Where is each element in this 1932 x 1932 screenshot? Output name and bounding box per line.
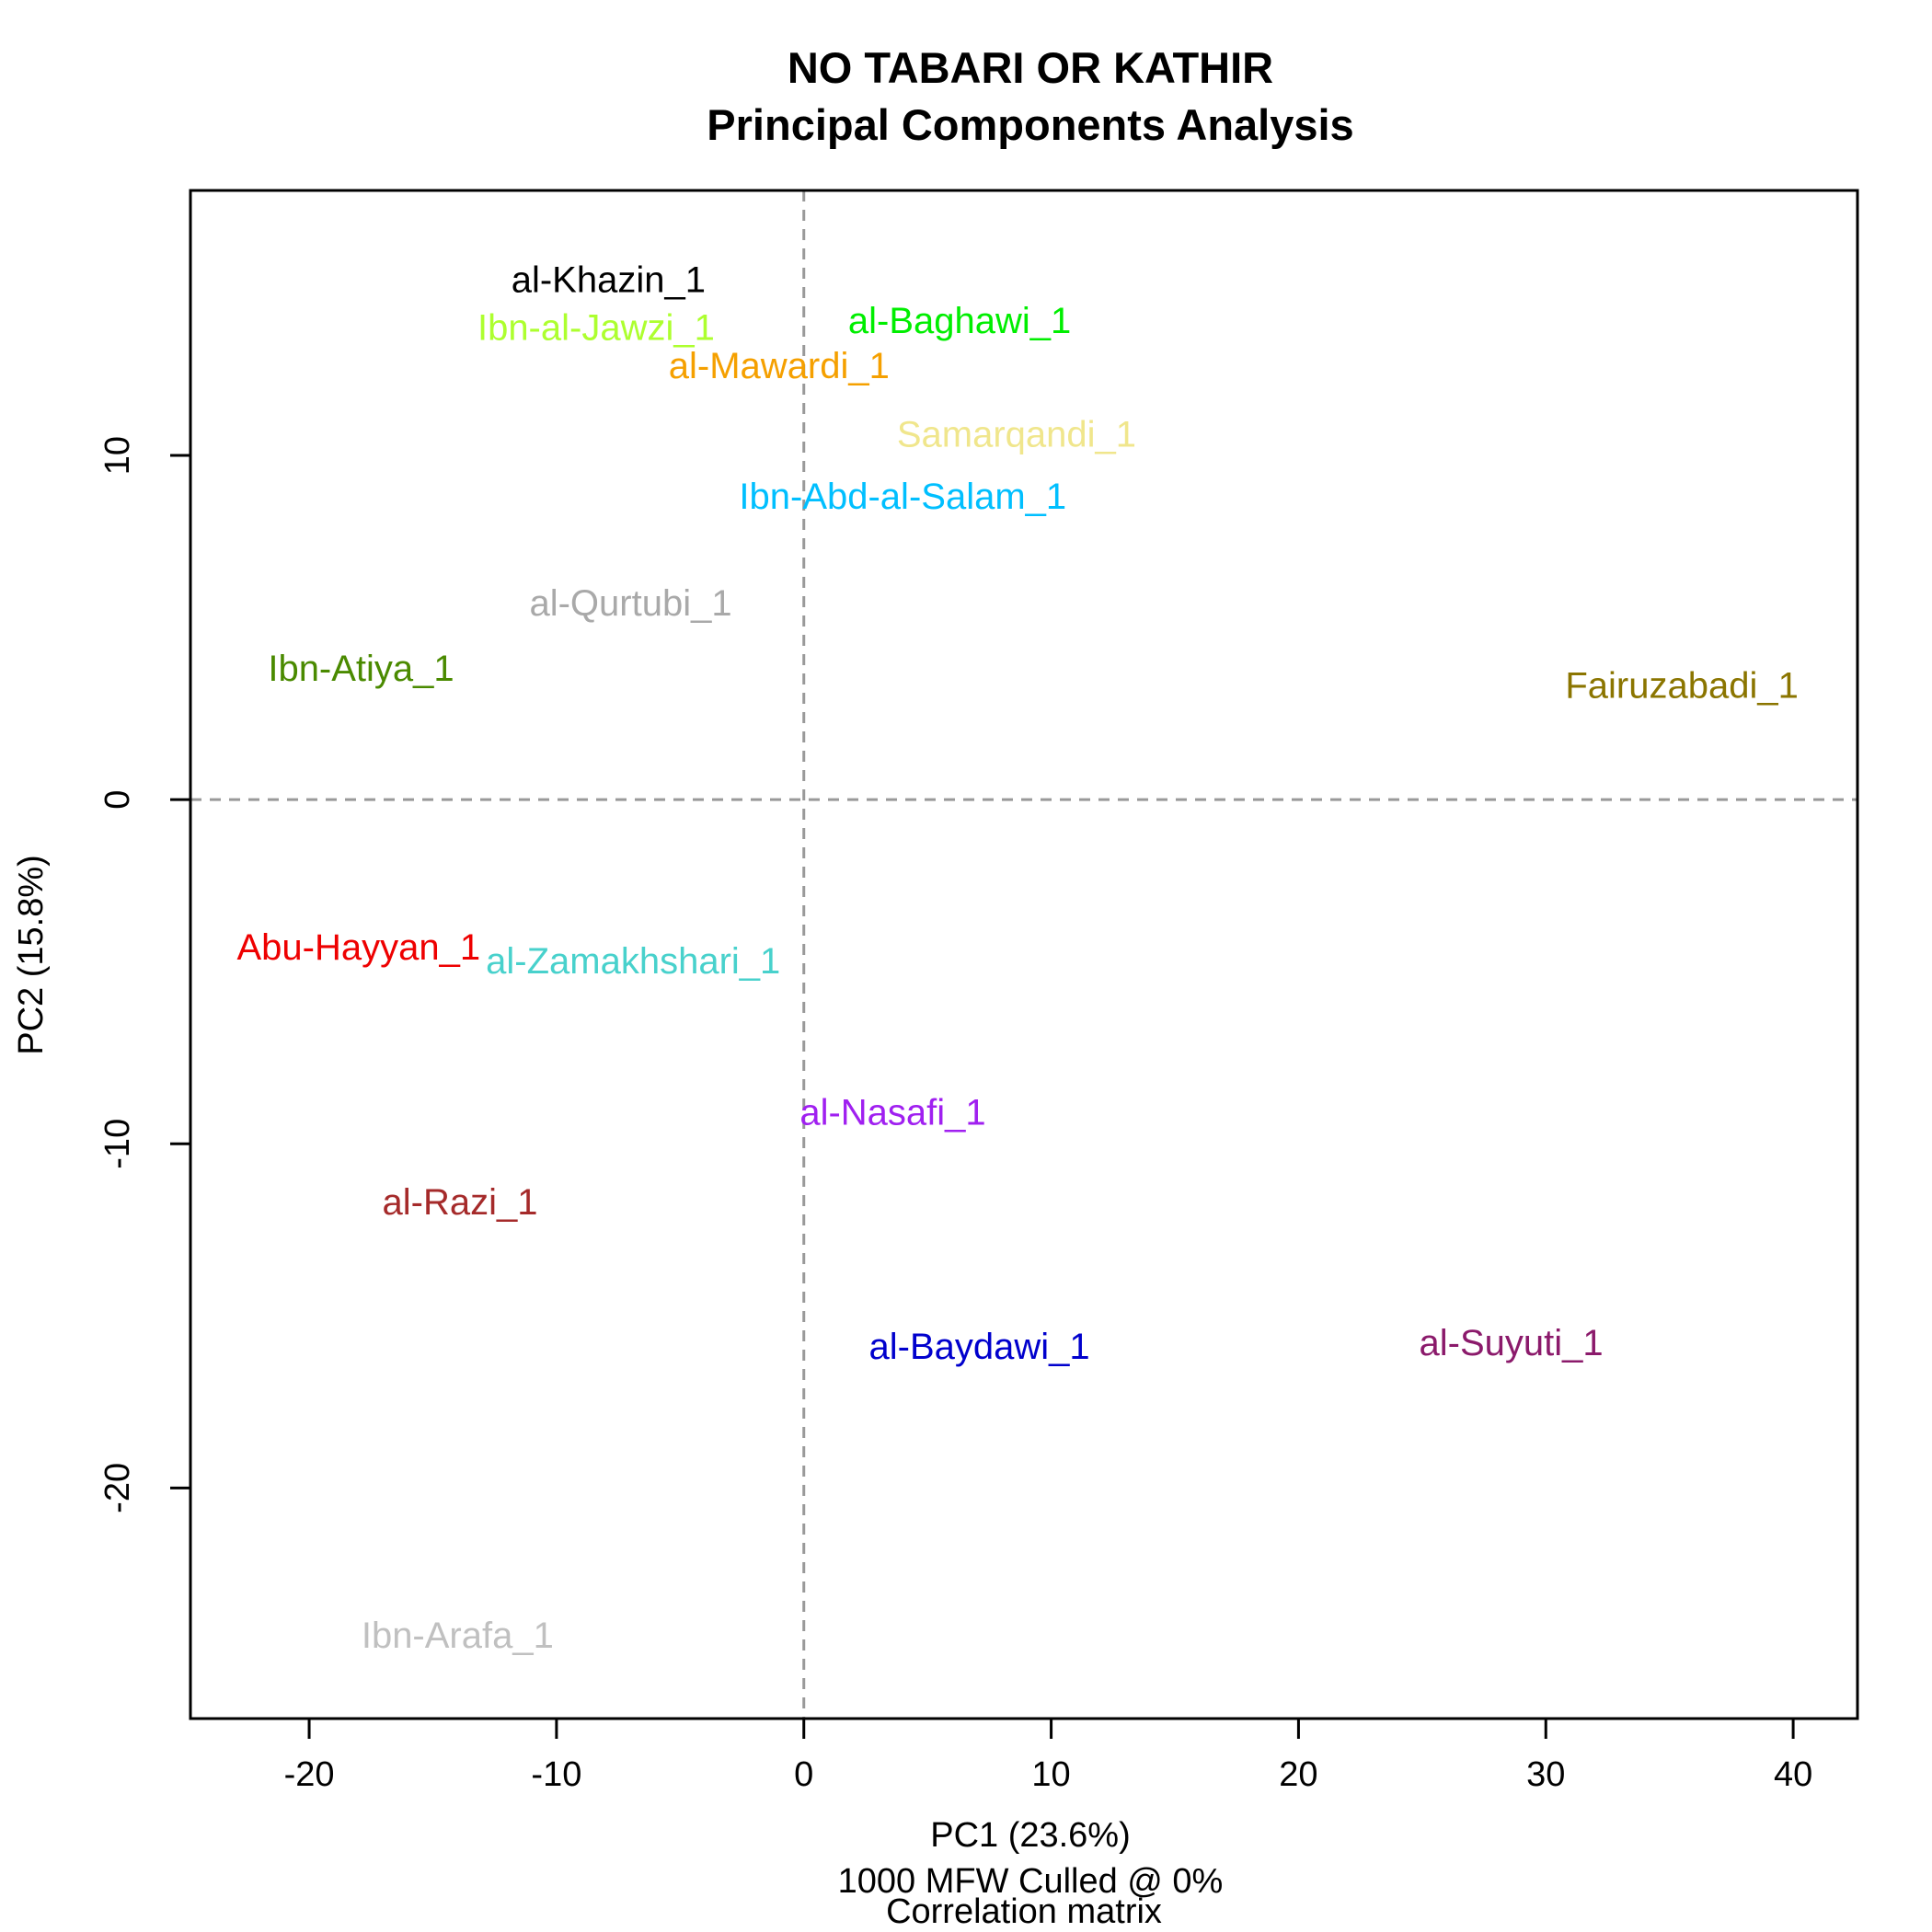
point-label: al-Mawardi_1 [669,346,890,386]
point-label: al-Baghawi_1 [848,301,1071,341]
y-tick-label: -10 [98,1119,137,1169]
point-label: Ibn-Abd-al-Salam_1 [739,477,1066,517]
chart-subtitle: Principal Components Analysis [707,100,1353,149]
y-tick-label: 10 [98,436,137,475]
point-label: al-Baydawi_1 [869,1327,1090,1367]
caption-line-1: 1000 MFW Culled @ 0% [838,1862,1224,1901]
point-label: Abu-Hayyan_1 [237,927,481,968]
point-label: al-Nasafi_1 [799,1093,985,1133]
point-labels: al-Khazin_1 Ibn-al-Jawzi_1 al-Baghawi_1 al-… [237,259,1799,1656]
point-label: Ibn-Atiya_1 [268,649,454,689]
reference-lines [190,190,1857,1719]
x-tick-label: 10 [1031,1755,1070,1794]
y-axis: -20 -10 0 10 [98,436,192,1513]
x-tick-label: 20 [1279,1755,1317,1794]
chart-title: NO TABARI OR KATHIR [788,43,1273,92]
point-label: Ibn-Arafa_1 [362,1616,554,1656]
point-label: Samarqandi_1 [897,415,1136,455]
point-label: al-Suyuti_1 [1420,1323,1604,1363]
x-tick-label: 40 [1774,1755,1812,1794]
x-axis-label: PC1 (23.6%) [930,1816,1131,1855]
y-tick-label: 0 [98,790,137,810]
point-label: al-Razi_1 [383,1182,538,1223]
caption-line-2: Correlation matrix [886,1892,1162,1931]
x-axis: -20 -10 0 10 20 30 40 [284,1717,1812,1794]
x-tick-label: -10 [531,1755,581,1794]
point-label: Fairuzabadi_1 [1565,666,1799,707]
x-tick-label: 0 [794,1755,813,1794]
point-label: al-Zamakhshari_1 [486,941,780,982]
y-axis-label: PC2 (15.8%) [12,855,51,1055]
point-label: Ibn-al-Jawzi_1 [477,308,715,349]
y-tick-label: -20 [98,1463,137,1513]
point-label: al-Khazin_1 [512,259,706,300]
point-label: al-Qurtubi_1 [529,583,731,624]
x-tick-label: -20 [284,1755,335,1794]
x-tick-label: 30 [1526,1755,1565,1794]
